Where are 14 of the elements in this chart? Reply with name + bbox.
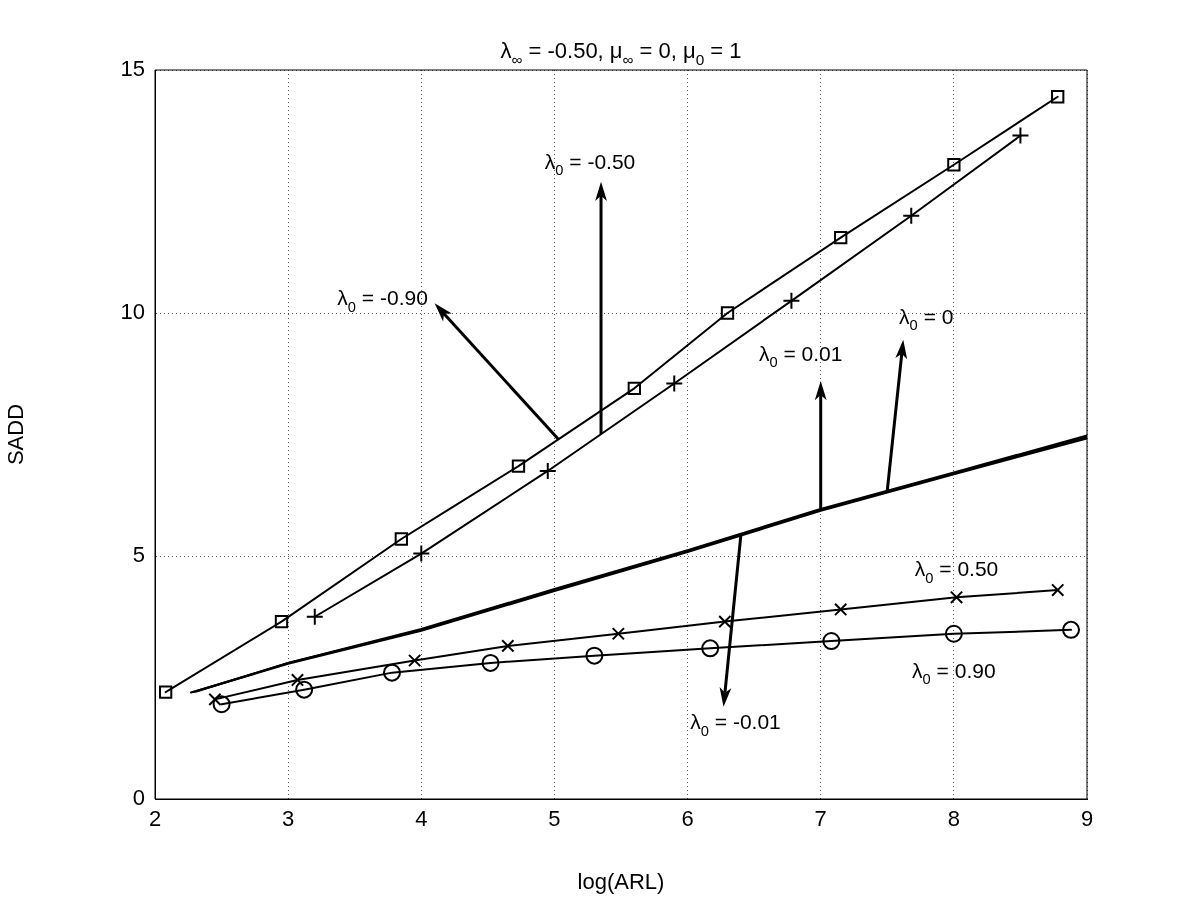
x-tick-label: 5 — [548, 806, 561, 832]
x-tick-label: 6 — [681, 806, 694, 832]
y-tick-label: 15 — [120, 56, 145, 82]
x-tick-label: 3 — [282, 806, 295, 832]
x-tick-label: 7 — [814, 806, 827, 832]
x-tick-label: 2 — [148, 806, 162, 832]
y-axis-title: SADD — [3, 403, 29, 466]
y-tick-label: 10 — [120, 299, 145, 325]
x-tick-label: 8 — [947, 806, 960, 832]
y-tick-label: 5 — [132, 542, 145, 568]
y-tick-label: 0 — [132, 785, 145, 811]
x-tick-label: 4 — [415, 806, 428, 832]
x-tick-label: 9 — [1080, 806, 1094, 832]
x-axis-title: log(ARL) — [577, 868, 665, 894]
